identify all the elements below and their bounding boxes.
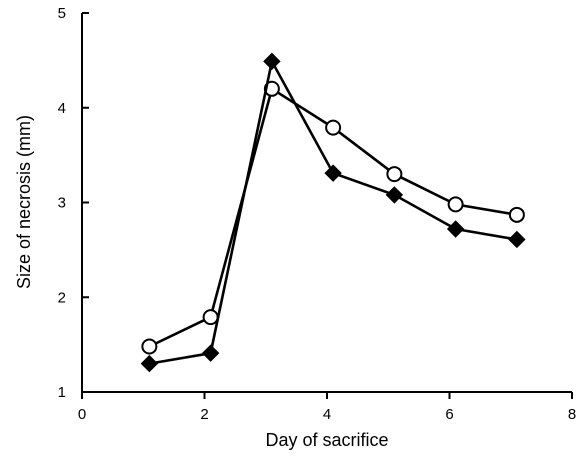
axes	[81, 13, 572, 393]
series-1	[140, 52, 526, 373]
series-0-point-5	[447, 196, 464, 213]
series-0-point-3	[325, 119, 342, 136]
x-ticks: 0 2 4 6 8	[78, 392, 576, 423]
y-tick-label-3: 4	[58, 100, 66, 117]
series-0-point-0	[141, 338, 158, 355]
series-0-point-1	[202, 309, 219, 326]
series-0-point-6	[508, 206, 525, 223]
x-tick-label-4: 8	[568, 406, 576, 423]
y-ticks: 1 2 3 4 5	[58, 5, 89, 401]
x-tick-label-3: 6	[445, 406, 453, 423]
series-1-point-6	[508, 230, 526, 249]
series-0-point-4	[386, 166, 403, 183]
x-tick-label-0: 0	[78, 406, 86, 423]
series-1-point-1	[201, 344, 220, 362]
y-tick-label-0: 1	[58, 384, 66, 401]
series-1-point-0	[140, 354, 159, 373]
series-1-point-3	[324, 164, 342, 182]
series-1-point-4	[385, 186, 404, 204]
y-tick-label-2: 3	[58, 195, 66, 212]
x-axis-title: Day of sacrifice	[265, 430, 388, 450]
x-tick-label-1: 2	[200, 406, 208, 423]
x-tick-label-2: 4	[323, 406, 331, 423]
y-tick-label-4: 5	[58, 5, 66, 22]
series-1-point-2	[263, 52, 281, 71]
y-tick-label-1: 2	[58, 289, 66, 306]
series-1-point-5	[446, 220, 465, 238]
y-axis-title: Size of necrosis (mm)	[14, 115, 34, 289]
series-group	[140, 52, 526, 373]
series-0	[141, 80, 525, 355]
